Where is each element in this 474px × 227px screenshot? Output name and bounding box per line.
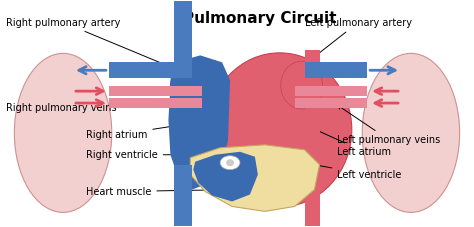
Bar xyxy=(174,165,192,226)
Polygon shape xyxy=(193,152,258,201)
Bar xyxy=(109,62,192,78)
Text: Heart muscle: Heart muscle xyxy=(86,187,234,197)
Text: Left pulmonary artery: Left pulmonary artery xyxy=(298,17,411,70)
Ellipse shape xyxy=(220,156,240,170)
Bar xyxy=(295,86,367,96)
Bar xyxy=(305,75,320,226)
Text: Left atrium: Left atrium xyxy=(313,128,392,157)
Text: Left ventricle: Left ventricle xyxy=(306,162,402,180)
Ellipse shape xyxy=(281,61,322,109)
Bar xyxy=(295,98,367,108)
Bar xyxy=(109,98,202,108)
Text: Left pulmonary veins: Left pulmonary veins xyxy=(337,105,441,145)
Text: Pulmonary Circuit: Pulmonary Circuit xyxy=(183,11,337,26)
Ellipse shape xyxy=(14,53,112,212)
Polygon shape xyxy=(190,145,319,211)
Ellipse shape xyxy=(362,53,460,212)
Text: Right pulmonary veins: Right pulmonary veins xyxy=(7,101,145,113)
Bar xyxy=(174,1,192,70)
Ellipse shape xyxy=(208,53,352,207)
Polygon shape xyxy=(168,55,230,190)
Bar xyxy=(305,50,320,90)
Ellipse shape xyxy=(170,60,215,110)
Text: Right atrium: Right atrium xyxy=(86,119,210,140)
Bar xyxy=(305,62,367,78)
Bar xyxy=(109,86,202,96)
Text: Right pulmonary artery: Right pulmonary artery xyxy=(7,17,180,71)
Ellipse shape xyxy=(226,159,234,166)
Text: Right ventricle: Right ventricle xyxy=(86,150,198,160)
